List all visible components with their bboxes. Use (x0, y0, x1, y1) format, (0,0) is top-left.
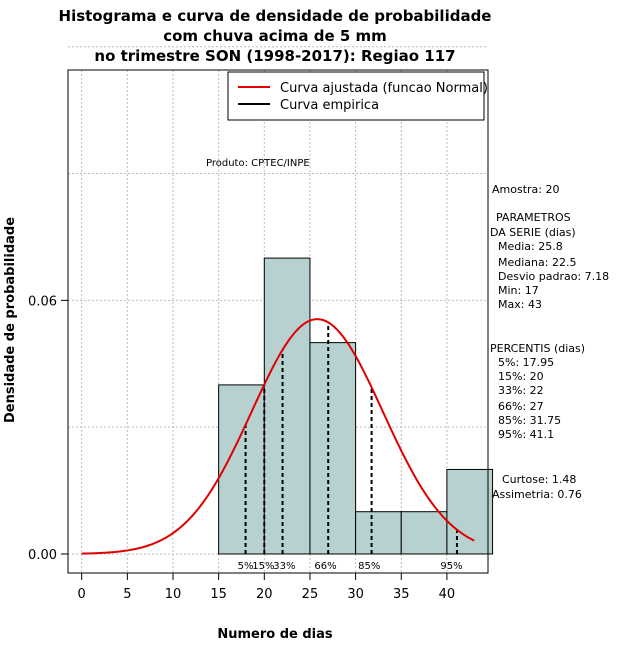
chart-title-line-1: Histograma e curva de densidade de proba… (59, 7, 492, 25)
plot-frame (67, 69, 489, 574)
stat-p85: 85%: 31.75 (498, 414, 561, 427)
fitted-curve (81, 318, 475, 555)
percentile-label: 85% (358, 561, 380, 572)
x-axis-label: Numero de dias (217, 627, 333, 642)
y-axis-label: Densidade de probabilidade (3, 217, 18, 423)
x-tick-label: 0 (78, 587, 86, 602)
histogram-bar (263, 257, 311, 555)
axes: 0 5 10 15 20 25 30 35 40 0.00 0.06 (28, 69, 489, 602)
x-tick-label: 35 (393, 587, 410, 602)
x-tick-label: 25 (302, 587, 319, 602)
stat-assimetria: Assimetria: 0.76 (492, 488, 582, 501)
statistics-panel: Amostra: 20 PARAMETROS DA SERIE (dias) M… (490, 183, 609, 501)
histogram-bar (218, 384, 265, 555)
product-label: Produto: CPTEC/INPE (206, 158, 310, 169)
fitted-curve-line (81, 318, 475, 555)
x-tick-label: 5 (123, 587, 131, 602)
chart-title-line-2: com chuva acima de 5 mm (163, 27, 387, 45)
histogram-bar (355, 511, 402, 555)
percentile-label: 66% (314, 561, 336, 572)
stat-p95: 95%: 41.1 (498, 428, 554, 441)
percentile-lines (244, 322, 458, 554)
stat-media: Media: 25.8 (498, 240, 563, 253)
histogram-bar (400, 511, 448, 555)
stat-p15: 15%: 20 (498, 370, 544, 383)
percentile-label: 95% (440, 561, 462, 572)
legend: Curva ajustada (funcao Normal) Curva emp… (227, 71, 488, 121)
stat-mediana: Mediana: 22.5 (498, 256, 576, 269)
histogram-bar (446, 468, 494, 555)
stat-max: Max: 43 (498, 298, 542, 311)
stat-p33: 33%: 22 (498, 384, 544, 397)
x-tick-label: 15 (210, 587, 227, 602)
stat-min: Min: 17 (498, 284, 539, 297)
legend-empirical-label: Curva empirica (280, 98, 379, 113)
stat-desvio: Desvio padrao: 7.18 (498, 270, 609, 283)
x-tick-label: 10 (165, 587, 182, 602)
chart-title-line-3: no trimestre SON (1998-2017): Regiao 117 (94, 47, 455, 65)
x-tick-label: 20 (256, 587, 273, 602)
x-tick-label: 40 (439, 587, 456, 602)
stat-amostra: Amostra: 20 (492, 183, 559, 196)
percentile-labels: 5%15%33% 66% 85% 95% (238, 561, 463, 572)
stat-curtose: Curtose: 1.48 (502, 473, 576, 486)
y-tick-label: 0.06 (28, 294, 57, 309)
stat-param-header-2: DA SERIE (dias) (490, 226, 576, 239)
stat-p5: 5%: 17.95 (498, 356, 554, 369)
x-tick-label: 30 (347, 587, 364, 602)
stat-p66: 66%: 27 (498, 400, 544, 413)
legend-fitted-label: Curva ajustada (funcao Normal) (280, 81, 488, 96)
stat-param-header-1: PARAMETROS (496, 211, 571, 224)
histogram-bar (309, 342, 357, 555)
y-tick-label: 0.00 (28, 548, 57, 563)
legend-box (227, 71, 485, 121)
percentile-label: 5% (238, 561, 254, 572)
percentile-label: 15% (252, 561, 274, 572)
percentile-label: 33% (273, 561, 295, 572)
stat-percentis-header: PERCENTIS (dias) (490, 342, 585, 355)
